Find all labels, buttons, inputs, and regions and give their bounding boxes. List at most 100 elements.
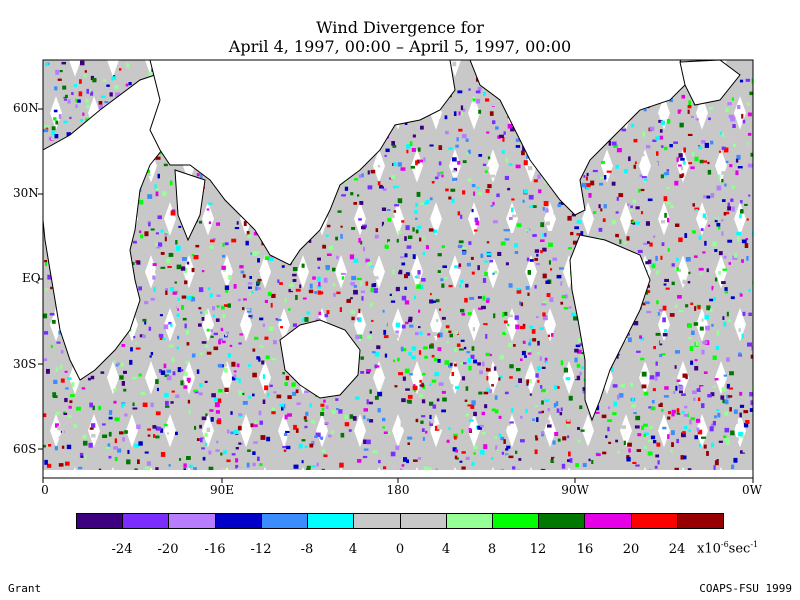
divergence-pixel: [740, 200, 743, 204]
divergence-pixel: [267, 310, 272, 315]
divergence-pixel: [502, 137, 505, 142]
legend-swatch: [261, 514, 309, 528]
divergence-pixel: [582, 462, 587, 467]
divergence-pixel: [468, 419, 474, 422]
divergence-pixel: [480, 424, 484, 428]
divergence-pixel: [523, 160, 528, 166]
divergence-pixel: [109, 92, 113, 97]
divergence-pixel: [463, 318, 466, 323]
divergence-pixel: [237, 467, 243, 472]
divergence-pixel: [242, 401, 248, 405]
divergence-pixel: [481, 411, 485, 416]
divergence-pixel: [323, 399, 326, 403]
divergence-pixel: [243, 298, 247, 301]
divergence-pixel: [313, 414, 319, 417]
divergence-pixel: [97, 63, 103, 68]
divergence-pixel: [534, 285, 537, 289]
divergence-pixel: [454, 347, 457, 353]
divergence-pixel: [692, 203, 695, 207]
divergence-pixel: [503, 311, 508, 316]
divergence-pixel: [55, 367, 58, 372]
divergence-pixel: [50, 344, 53, 349]
divergence-pixel: [563, 367, 568, 373]
divergence-pixel: [71, 92, 74, 95]
north-america-landmass: [469, 60, 691, 216]
divergence-pixel: [387, 209, 391, 211]
divergence-pixel: [409, 141, 413, 146]
divergence-pixel: [304, 445, 308, 448]
divergence-pixel: [504, 238, 510, 241]
divergence-pixel: [126, 459, 131, 465]
lat-label-eq: EQ: [22, 271, 41, 285]
divergence-pixel: [654, 376, 658, 381]
divergence-pixel: [709, 426, 714, 432]
divergence-pixel: [732, 322, 735, 326]
legend-label: 8: [487, 542, 497, 557]
divergence-pixel: [445, 188, 449, 192]
divergence-pixel: [271, 358, 277, 361]
divergence-pixel: [504, 175, 509, 180]
divergence-pixel: [702, 213, 707, 219]
divergence-pixel: [486, 214, 491, 217]
divergence-pixel: [437, 333, 440, 338]
divergence-pixel: [671, 430, 675, 435]
divergence-pixel: [72, 113, 76, 116]
divergence-pixel: [370, 287, 374, 293]
divergence-pixel: [681, 432, 686, 438]
legend-label: -16: [204, 542, 226, 557]
divergence-pixel: [660, 255, 663, 260]
divergence-pixel: [734, 419, 738, 424]
divergence-pixel: [679, 122, 684, 128]
divergence-pixel: [491, 408, 496, 412]
divergence-pixel: [669, 144, 673, 148]
divergence-pixel: [285, 430, 290, 433]
divergence-pixel: [304, 425, 308, 429]
divergence-pixel: [55, 423, 59, 428]
divergence-pixel: [225, 289, 229, 293]
divergence-pixel: [180, 369, 184, 372]
divergence-pixel: [721, 146, 726, 150]
divergence-pixel: [686, 239, 690, 243]
divergence-pixel: [69, 400, 73, 404]
divergence-pixel: [541, 388, 546, 393]
divergence-pixel: [439, 467, 444, 472]
divergence-pixel: [532, 205, 537, 208]
divergence-pixel: [231, 303, 235, 308]
divergence-pixel: [155, 368, 158, 373]
divergence-pixel: [222, 428, 228, 433]
divergence-pixel: [240, 270, 245, 274]
divergence-pixel: [723, 255, 727, 259]
divergence-pixel: [231, 238, 237, 243]
divergence-pixel: [545, 390, 548, 393]
divergence-pixel: [156, 387, 159, 392]
divergence-pixel: [471, 462, 475, 466]
swath-band: [0, 60, 29, 478]
divergence-pixel: [495, 126, 499, 130]
divergence-pixel: [73, 423, 77, 428]
divergence-pixel: [532, 418, 535, 421]
divergence-pixel: [683, 426, 688, 430]
divergence-pixel: [409, 446, 413, 449]
divergence-pixel: [397, 198, 403, 204]
divergence-pixel: [198, 307, 202, 310]
divergence-pixel: [738, 432, 743, 437]
divergence-pixel: [179, 458, 182, 461]
divergence-pixel: [349, 414, 354, 419]
divergence-pixel: [184, 371, 188, 377]
divergence-pixel: [516, 368, 521, 372]
divergence-pixel: [701, 403, 705, 409]
divergence-pixel: [721, 179, 724, 183]
divergence-pixel: [418, 326, 421, 329]
divergence-pixel: [456, 343, 461, 347]
divergence-pixel: [367, 170, 370, 175]
divergence-pixel: [198, 287, 204, 293]
divergence-pixel: [156, 246, 161, 249]
divergence-pixel: [574, 218, 578, 222]
divergence-pixel: [576, 220, 582, 224]
divergence-pixel: [569, 458, 573, 463]
divergence-pixel: [176, 264, 182, 270]
divergence-pixel: [547, 408, 550, 412]
divergence-pixel: [190, 297, 196, 302]
divergence-pixel: [731, 464, 735, 469]
divergence-pixel: [725, 440, 730, 445]
